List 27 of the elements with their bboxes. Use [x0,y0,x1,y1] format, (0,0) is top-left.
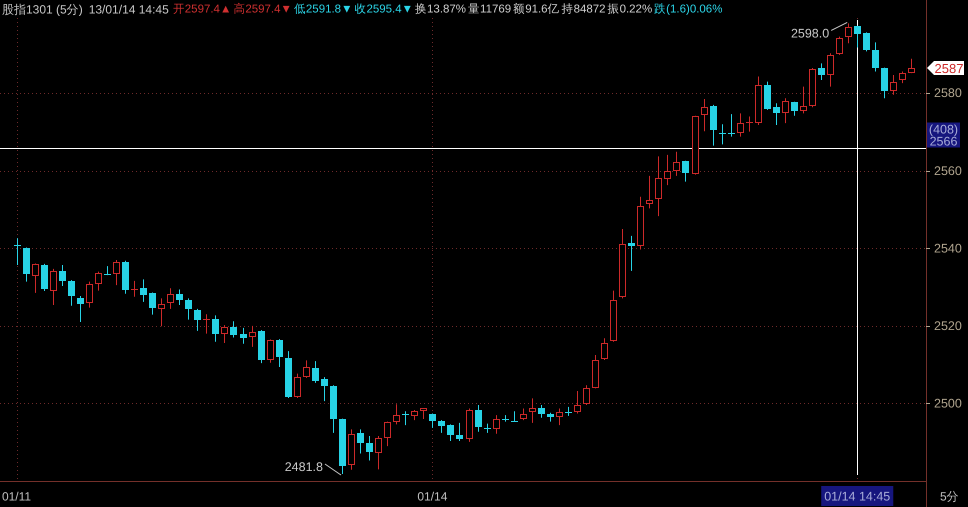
chart-subtitle: 13/01/14 14:45 [88,2,170,16]
y-tick-label: 2560 [934,164,962,178]
text: 低2591.8▼ [294,2,352,16]
y-tick-label: 2540 [934,241,962,256]
y-tick-label: 2500 [934,396,962,410]
price-tag: 2587 [927,61,964,76]
text: 持84872 [562,2,606,16]
y-tick-label: 2580 [934,86,962,100]
text: 振0.22% [608,2,652,16]
cursor-label: 01/14 14:45 [821,486,894,506]
text: 跌(1.6)0.06% [654,2,722,16]
x-tick-label: 01/11 [2,490,32,504]
ref-line-label: 2566 [930,134,958,149]
text: 高2597.4▼ [233,2,292,16]
ref-label: (408) 2566 [927,122,960,149]
x-tick-label: 01/14 14:45 [824,490,890,504]
x-axis-title: 5分 [940,490,959,504]
y-tick-label: 2520 [934,318,962,333]
chart-title: 股指1301 (5分) [2,2,83,16]
text: 开2597.4▲ [172,2,232,16]
text: 收2595.4▼ [354,2,414,16]
text: 换13.87% [415,2,466,16]
text: 量11769 [468,2,512,16]
text: 额91.6亿 [513,2,560,16]
value-label: 2481.8 [284,460,342,476]
value-label: 2598.0 [790,22,848,40]
x-tick-label: 01/14 [417,490,448,504]
